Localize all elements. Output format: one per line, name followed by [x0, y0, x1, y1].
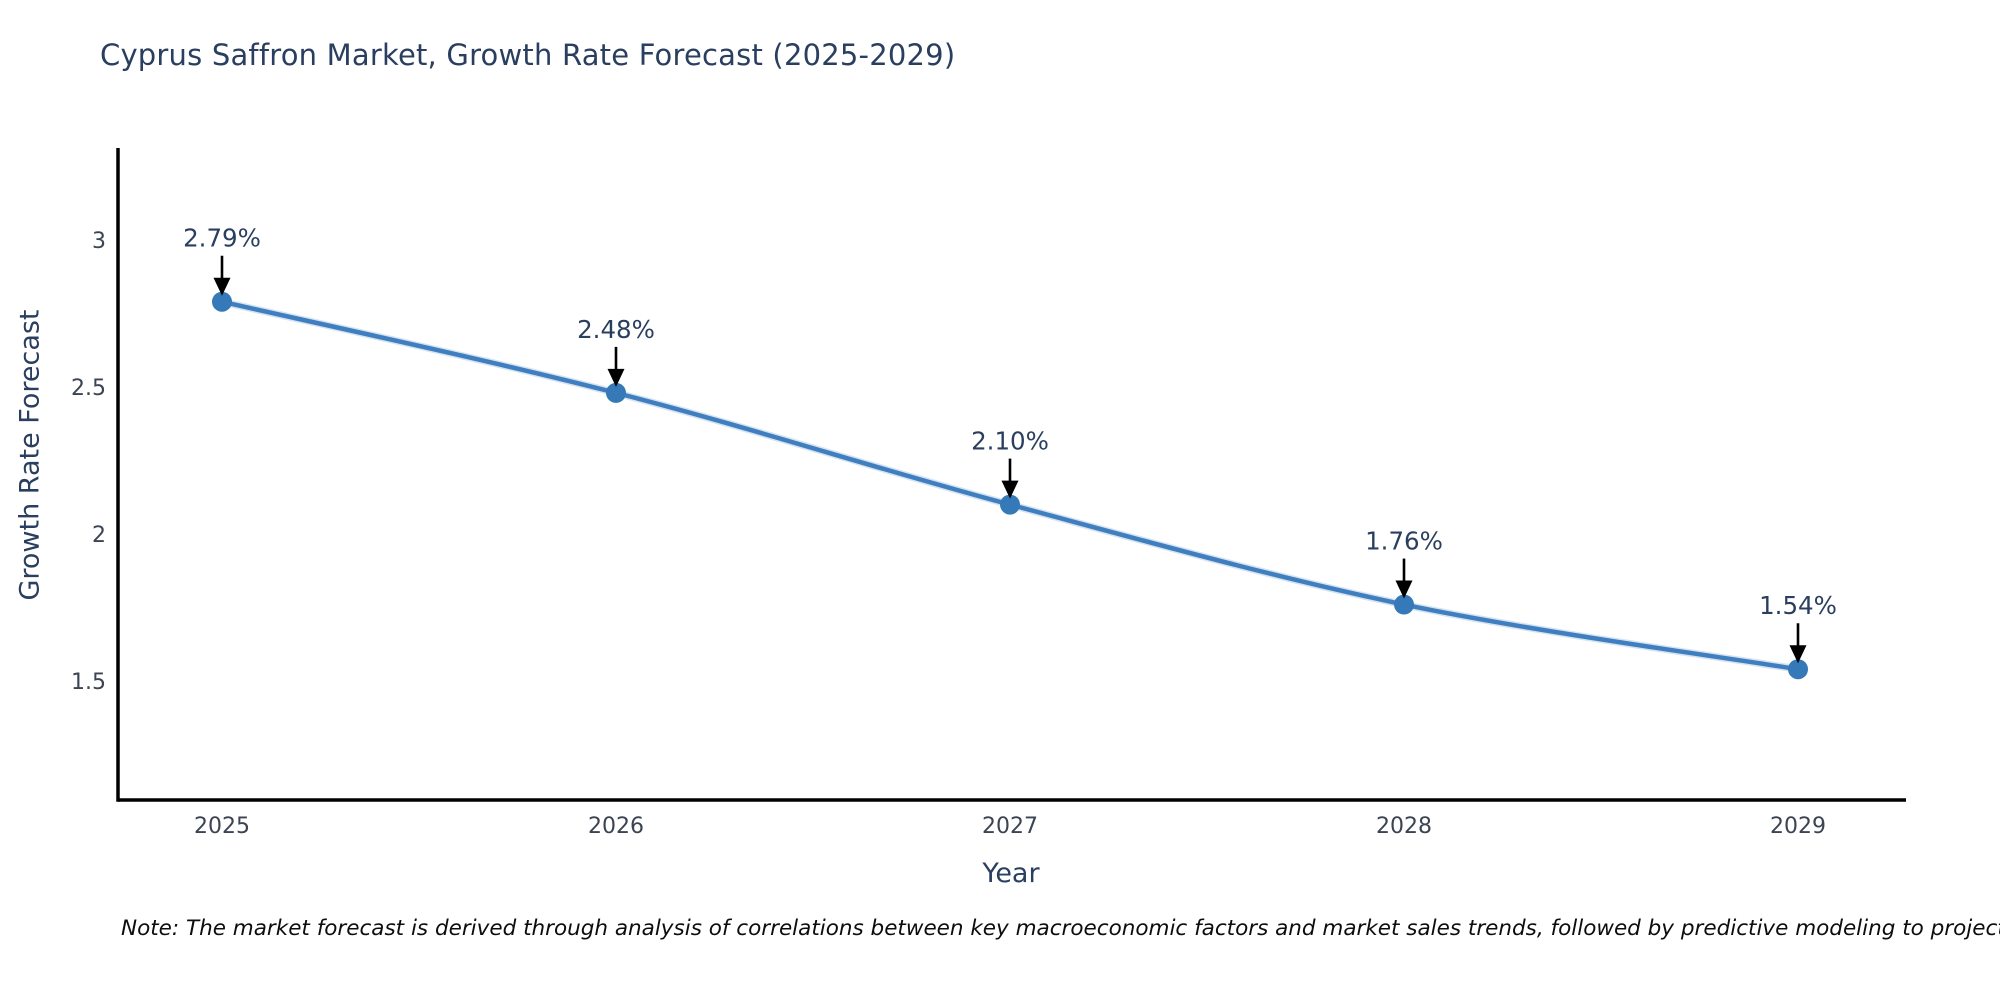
- data-point-label: 2.48%: [577, 315, 655, 344]
- y-tick-label: 1.5: [71, 670, 106, 695]
- annotation-arrowhead: [213, 277, 231, 296]
- data-point-label: 2.10%: [971, 427, 1049, 456]
- data-point-marker: [606, 382, 626, 403]
- data-point-label: 1.76%: [1365, 527, 1443, 556]
- data-point-marker: [1394, 594, 1414, 615]
- data-point-label: 1.54%: [1759, 591, 1837, 620]
- data-point-marker: [1788, 659, 1808, 680]
- annotation-arrowhead: [1001, 480, 1019, 499]
- y-tick-label: 2.5: [71, 376, 106, 401]
- data-point-marker: [212, 291, 232, 312]
- annotation-arrowhead: [1395, 580, 1413, 599]
- annotation-arrowhead: [1789, 645, 1807, 664]
- x-tick-label: 2029: [1770, 814, 1826, 839]
- x-tick-label: 2027: [982, 814, 1038, 839]
- footnote: Note: The market forecast is derived thr…: [121, 916, 2000, 941]
- x-tick-label: 2025: [194, 814, 250, 839]
- y-tick-label: 3: [92, 229, 106, 254]
- data-point-marker: [1000, 494, 1020, 515]
- y-tick-label: 2: [92, 523, 106, 548]
- data-point-label: 2.79%: [183, 224, 261, 253]
- x-tick-label: 2026: [588, 814, 644, 839]
- chart-title: Cyprus Saffron Market, Growth Rate Forec…: [100, 38, 956, 72]
- x-tick-label: 2028: [1376, 814, 1432, 839]
- annotation-arrowhead: [607, 368, 625, 387]
- x-axis-label: Year: [982, 858, 1040, 889]
